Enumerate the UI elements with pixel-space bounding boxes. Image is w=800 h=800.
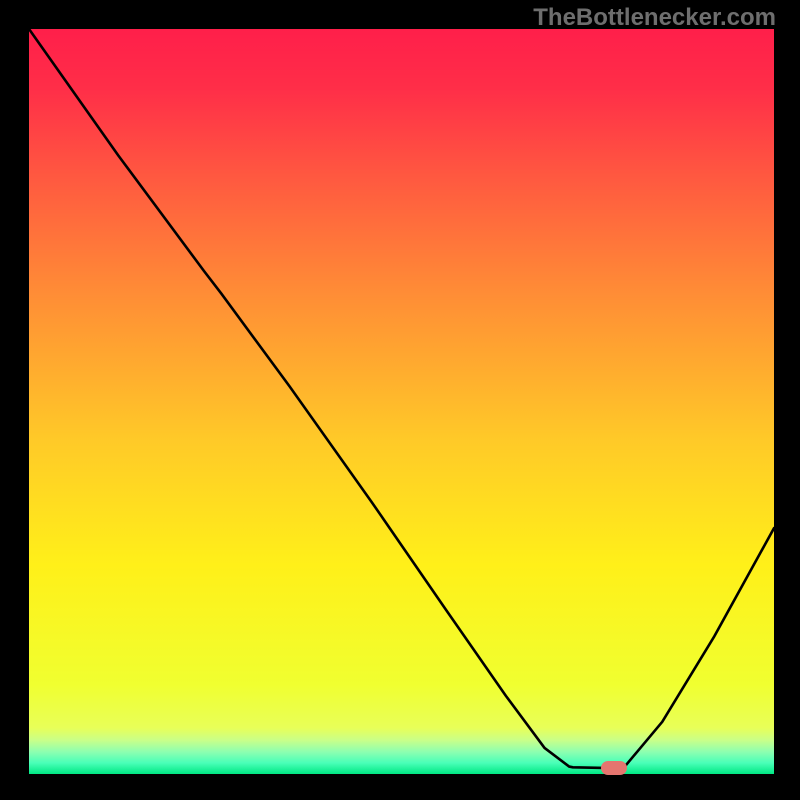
plot-area: [29, 29, 774, 774]
chart-container: TheBottlenecker.com: [0, 0, 800, 800]
optimal-point-marker: [601, 761, 627, 775]
gradient-background: [29, 29, 774, 774]
watermark-text[interactable]: TheBottlenecker.com: [533, 4, 776, 32]
